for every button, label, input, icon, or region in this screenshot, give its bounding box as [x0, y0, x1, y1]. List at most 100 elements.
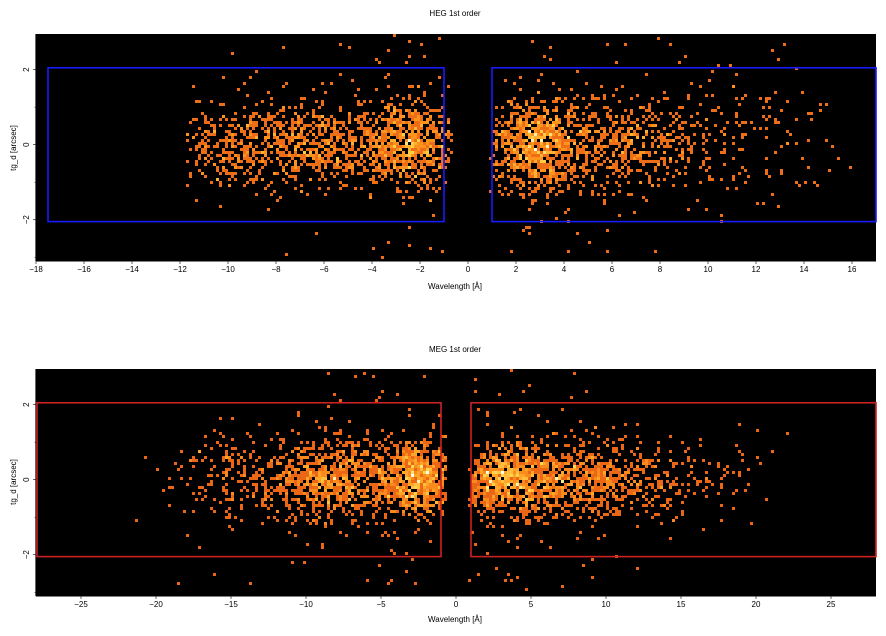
heg-count-cell	[402, 166, 405, 169]
meg-count-cell	[594, 468, 597, 471]
meg-count-cell	[186, 483, 189, 486]
heg-count-cell	[381, 139, 384, 142]
meg-count-cell	[285, 501, 288, 504]
heg-count-cell	[372, 145, 375, 148]
meg-count-cell	[297, 456, 300, 459]
meg-count-cell	[366, 501, 369, 504]
heg-count-cell	[405, 109, 408, 112]
meg-count-cell	[438, 414, 441, 417]
heg-count-cell	[624, 43, 627, 46]
meg-count-cell	[306, 498, 309, 501]
meg-count-cell	[486, 462, 489, 465]
heg-count-cell	[546, 112, 549, 115]
meg-count-cell	[501, 495, 504, 498]
meg-count-cell	[276, 462, 279, 465]
heg-count-cell	[576, 175, 579, 178]
heg-y-axis: −202	[22, 34, 36, 261]
meg-count-cell	[420, 477, 423, 480]
heg-count-cell	[312, 139, 315, 142]
meg-count-cell	[495, 444, 498, 447]
heg-count-cell	[357, 121, 360, 124]
heg-count-cell	[669, 139, 672, 142]
meg-count-cell	[432, 486, 435, 489]
heg-count-cell	[291, 118, 294, 121]
meg-count-cell	[429, 480, 432, 483]
heg-count-cell	[420, 187, 423, 190]
meg-count-cell	[327, 456, 330, 459]
heg-count-cell	[399, 160, 402, 163]
meg-count-cell	[405, 471, 408, 474]
heg-count-cell	[246, 157, 249, 160]
heg-count-cell	[519, 121, 522, 124]
meg-count-cell	[765, 498, 768, 501]
meg-count-cell	[696, 480, 699, 483]
meg-count-cell	[354, 480, 357, 483]
heg-count-cell	[639, 169, 642, 172]
heg-count-cell	[411, 166, 414, 169]
heg-count-cell	[615, 61, 618, 64]
heg-count-cell	[297, 145, 300, 148]
meg-count-cell	[591, 459, 594, 462]
meg-count-cell	[567, 474, 570, 477]
heg-count-cell	[552, 109, 555, 112]
meg-count-cell	[609, 465, 612, 468]
heg-count-cell	[231, 175, 234, 178]
meg-count-cell	[429, 540, 432, 543]
meg-count-cell	[225, 444, 228, 447]
meg-count-cell	[528, 468, 531, 471]
meg-count-cell	[573, 462, 576, 465]
meg-count-cell	[597, 537, 600, 540]
heg-count-cell	[513, 112, 516, 115]
meg-count-cell	[495, 504, 498, 507]
heg-count-cell	[342, 184, 345, 187]
meg-count-cell	[549, 453, 552, 456]
heg-count-cell	[207, 139, 210, 142]
meg-count-cell	[549, 486, 552, 489]
meg-count-cell	[405, 465, 408, 468]
meg-count-cell	[522, 501, 525, 504]
heg-count-cell	[525, 115, 528, 118]
meg-count-cell	[426, 450, 429, 453]
heg-count-cell	[723, 163, 726, 166]
meg-count-cell	[276, 519, 279, 522]
meg-count-cell	[387, 501, 390, 504]
meg-count-cell	[756, 429, 759, 432]
meg-count-cell	[345, 486, 348, 489]
heg-count-cell	[357, 148, 360, 151]
heg-count-cell	[702, 160, 705, 163]
meg-count-cell	[474, 462, 477, 465]
meg-count-cell	[282, 456, 285, 459]
heg-count-cell	[627, 127, 630, 130]
meg-count-cell	[510, 471, 513, 474]
meg-count-cell	[321, 444, 324, 447]
heg-count-cell	[540, 151, 543, 154]
heg-count-cell	[222, 157, 225, 160]
heg-count-cell	[567, 124, 570, 127]
heg-count-cell	[441, 115, 444, 118]
heg-count-cell	[639, 154, 642, 157]
meg-count-cell	[510, 474, 513, 477]
heg-count-cell	[510, 163, 513, 166]
heg-count-cell	[378, 148, 381, 151]
meg-count-cell	[492, 501, 495, 504]
meg-count-cell	[483, 501, 486, 504]
heg-count-cell	[531, 136, 534, 139]
meg-count-cell	[378, 459, 381, 462]
heg-count-cell	[678, 106, 681, 109]
meg-count-cell	[264, 495, 267, 498]
heg-count-cell	[435, 169, 438, 172]
meg-count-cell	[579, 492, 582, 495]
heg-count-cell	[561, 148, 564, 151]
heg-count-cell	[648, 103, 651, 106]
heg-count-cell	[504, 136, 507, 139]
meg-count-cell	[426, 489, 429, 492]
meg-count-cell	[486, 552, 489, 555]
meg-count-cell	[204, 495, 207, 498]
meg-count-cell	[519, 444, 522, 447]
meg-count-cell	[327, 471, 330, 474]
heg-count-cell	[252, 124, 255, 127]
heg-count-cell	[582, 127, 585, 130]
meg-count-cell	[378, 498, 381, 501]
heg-count-cell	[423, 178, 426, 181]
heg-count-cell	[516, 157, 519, 160]
